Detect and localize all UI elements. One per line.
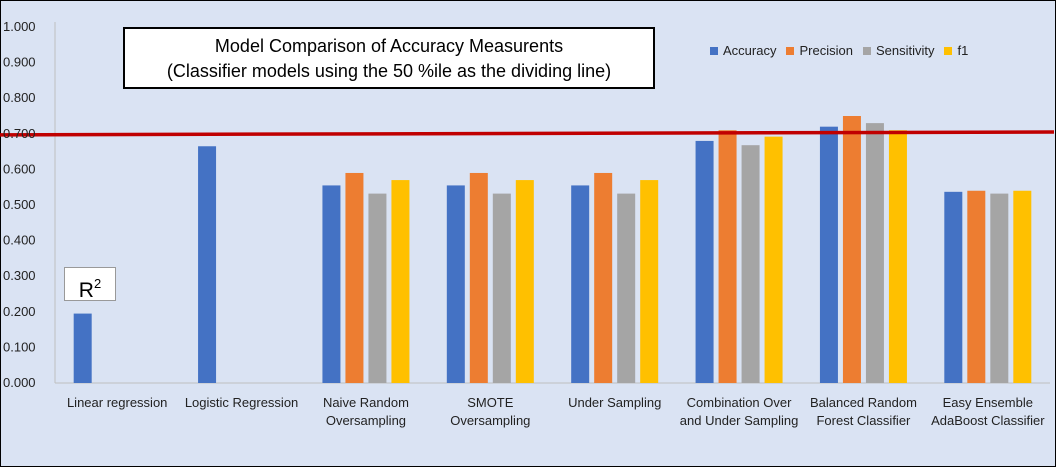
bar-sensitivity-3 — [492, 193, 511, 383]
reference-line-layer — [0, 130, 1055, 137]
y-tick-label: 0.300 — [3, 268, 36, 283]
legend-label: Sensitivity — [875, 43, 935, 58]
category-label: Balanced Random — [810, 395, 917, 410]
bar-precision-4 — [594, 172, 613, 383]
bar-precision-5 — [718, 130, 737, 383]
bar-accuracy-0 — [73, 313, 92, 383]
legend-item-sensitivity: Sensitivity — [862, 43, 935, 58]
y-tick-label: 0.100 — [3, 339, 36, 354]
legend-label: f1 — [957, 43, 969, 58]
bar-layer — [73, 116, 1032, 384]
category-label: Combination Over — [687, 395, 792, 410]
bar-sensitivity-2 — [368, 193, 387, 383]
legend-item-accuracy: Accuracy — [710, 43, 776, 58]
r-squared-base: R — [78, 279, 94, 302]
chart-title-box: Model Comparison of Accuracy Measurents … — [123, 27, 655, 89]
legend-item-f1: f1 — [944, 43, 968, 58]
legend-swatch — [944, 46, 953, 55]
y-tick-label: 0.700 — [3, 126, 36, 141]
bar-precision-3 — [469, 172, 488, 383]
bar-f1-7 — [1013, 190, 1032, 383]
r-squared-annotation: R2 — [64, 267, 116, 302]
bar-f1-3 — [515, 180, 534, 383]
chart-legend: Accuracy Precision Sensitivity f1 — [710, 43, 978, 58]
bar-f1-2 — [391, 180, 410, 383]
y-tick-label: 1.000 — [3, 19, 36, 34]
bar-accuracy-6 — [819, 126, 838, 384]
legend-swatch — [786, 46, 795, 55]
bar-accuracy-1 — [198, 146, 217, 383]
bar-sensitivity-6 — [865, 123, 884, 384]
bar-precision-2 — [345, 172, 364, 383]
chart-title: Model Comparison of Accuracy Measurents — [214, 36, 564, 56]
bar-f1-6 — [888, 130, 907, 383]
bar-accuracy-3 — [446, 185, 465, 383]
bar-f1-5 — [764, 136, 783, 383]
category-label: Oversampling — [450, 413, 530, 428]
y-tick-label: 0.500 — [3, 197, 36, 212]
bar-precision-7 — [967, 190, 986, 383]
category-label: and Under Sampling — [680, 413, 799, 428]
category-label: SMOTE — [467, 395, 514, 410]
legend-swatch — [862, 46, 871, 55]
y-tick-label: 0.400 — [3, 233, 36, 248]
bar-accuracy-4 — [571, 185, 590, 383]
category-label: Forest Classifier — [816, 413, 911, 428]
bar-f1-4 — [640, 180, 659, 383]
category-label: Oversampling — [326, 413, 406, 428]
legend-swatch — [710, 46, 718, 55]
reference-line — [0, 130, 1055, 137]
y-tick-label: 0.000 — [3, 375, 36, 390]
category-label: Easy Ensemble — [943, 395, 1033, 410]
bar-accuracy-7 — [944, 191, 963, 383]
bar-accuracy-2 — [322, 185, 341, 383]
category-label: Logistic Regression — [185, 395, 298, 410]
bar-sensitivity-7 — [990, 193, 1009, 383]
category-label: Under Sampling — [568, 395, 661, 410]
r-squared-superscript: 2 — [93, 276, 102, 291]
bar-precision-6 — [842, 116, 861, 383]
grid-layer — [54, 22, 1050, 384]
y-tick-label: 0.900 — [3, 55, 36, 70]
category-label: Naive Random — [323, 395, 409, 410]
chart-subtitle: (Classifier models using the 50 %ile as … — [166, 61, 612, 81]
y-tick-label: 0.200 — [3, 304, 36, 319]
bar-sensitivity-4 — [617, 193, 636, 383]
bar-sensitivity-5 — [741, 145, 760, 383]
label-layer: 0.000 0.100 0.200 0.300 0.400 0.500 0.600 0.700… — [3, 19, 1045, 428]
legend-label: Precision — [799, 43, 853, 58]
category-label: AdaBoost Classifier — [931, 413, 1045, 428]
legend-item-precision: Precision — [786, 43, 853, 58]
category-label: Linear regression — [67, 395, 167, 410]
y-tick-label: 0.600 — [3, 161, 36, 176]
bar-accuracy-5 — [695, 140, 714, 383]
legend-label: Accuracy — [723, 43, 777, 58]
y-tick-label: 0.800 — [3, 90, 36, 105]
